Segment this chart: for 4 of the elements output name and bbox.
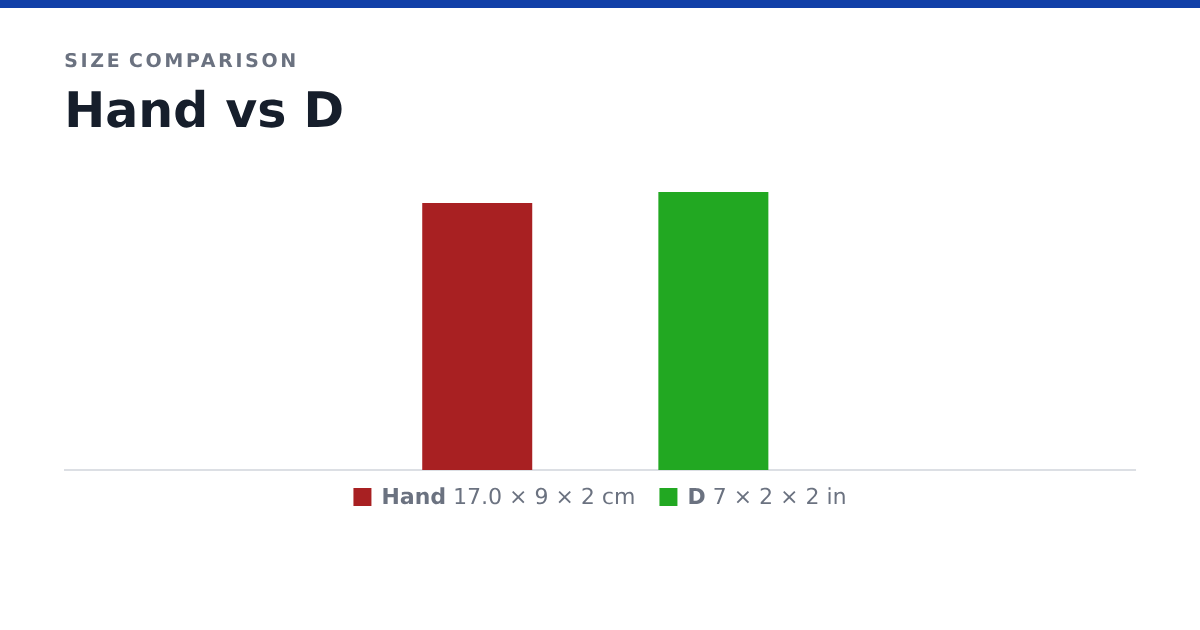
text: D 7 × 2 × 2 in <box>689 487 845 504</box>
chart-title: Hand vs D <box>68 89 342 128</box>
text: Hand 17.0 × 9 × 2 cm <box>383 487 634 505</box>
chart-subtitle: SIZE COMPARISON <box>65 52 295 68</box>
